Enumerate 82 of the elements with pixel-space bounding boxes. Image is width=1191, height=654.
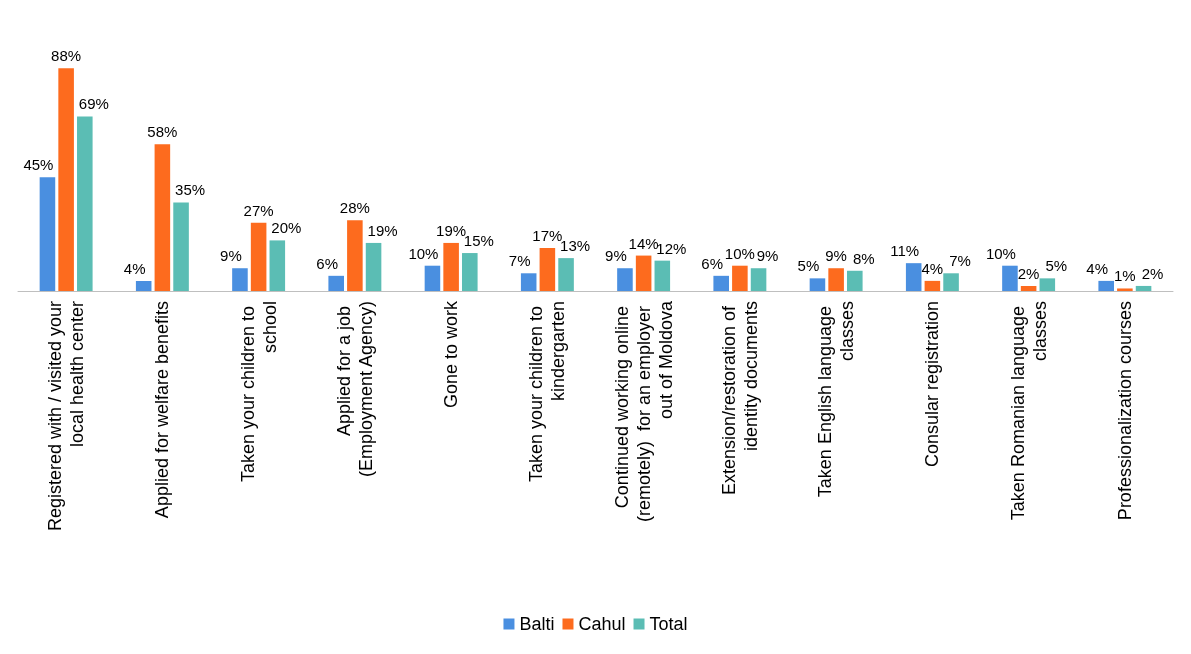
bar [462,253,478,291]
x-tick-label: Taken Romanian language classes [1007,301,1050,521]
legend-label: Total [649,614,688,634]
x-tick-label: Continued working online (remotely) for an employer out of Moldova [611,300,676,523]
x-tick-label: Taken your children to school [237,301,280,483]
bar [732,265,748,291]
data-label: 88% [51,47,82,65]
data-label: 2% [1141,264,1164,282]
legend-label: Balti [519,614,555,634]
data-label: 4% [123,259,146,277]
bar [558,258,574,291]
bar [424,265,441,291]
data-label: 4% [921,259,944,277]
bar [943,273,959,291]
x-tick-label: Applied for welfare benefits [152,301,173,519]
bar [39,177,56,291]
x-tick-label: Consular registration [922,301,943,468]
data-label: 4% [1086,259,1109,277]
data-label: 9% [605,247,627,265]
bar [617,268,633,291]
data-label: 10% [724,244,755,262]
bar [1135,285,1152,291]
data-label: 9% [756,247,779,265]
data-label: 10% [985,244,1016,262]
bar [750,268,767,291]
bar [1002,265,1018,291]
data-label: 27% [243,201,274,219]
bar [269,240,286,291]
data-label: 7% [508,252,531,270]
bar [828,268,844,291]
data-label: 9% [220,247,242,265]
bar [1039,278,1056,291]
x-tick-label: Taken English language classes [815,301,858,498]
x-tick-label: Professionalization courses [1114,301,1135,521]
data-label: 9% [825,247,847,265]
data-label: 19% [367,221,398,239]
bar [539,247,556,291]
x-tick-label: Registered with / visited your local health center [45,301,88,532]
data-label: 8% [852,249,875,267]
bar [347,220,363,291]
bar [654,260,671,291]
bar [365,242,382,291]
bar [905,263,922,291]
data-label: 45% [23,156,54,174]
data-label: 5% [1045,257,1068,275]
bar [809,278,826,291]
data-label: 10% [408,244,439,262]
bar [443,242,459,291]
data-label: 20% [271,219,302,237]
x-tick-label: Gone to work [441,300,462,409]
data-label: 7% [949,252,971,270]
data-label: 14% [628,234,659,252]
bar [250,222,267,291]
data-label: 69% [78,95,109,113]
bar [77,116,93,291]
bar [58,68,74,291]
data-label: 28% [339,199,370,217]
data-label: 11% [890,242,920,260]
data-label: 5% [797,257,820,275]
bar [635,255,652,291]
bar [135,280,152,291]
bar [328,275,344,291]
data-label: 1% [1114,267,1136,285]
bar [173,202,189,291]
bar [520,273,537,291]
data-label: 2% [1017,264,1040,282]
bar [154,144,171,291]
legend-label: Cahul [578,614,626,634]
bar [847,270,863,291]
bar [713,275,729,291]
bar [924,280,941,291]
data-label: 58% [147,123,178,141]
bar [1020,285,1037,291]
x-tick-label: Extension/restoration of identity documents [718,301,761,496]
x-tick-label: Applied for a job (Employment Agency) [333,301,376,478]
bar [232,268,248,291]
bar [1098,280,1114,291]
data-label: 6% [316,254,339,272]
x-tick-label: Taken your children to kindergarten [526,301,569,483]
bar [1117,288,1133,291]
data-label: 35% [175,181,206,199]
data-label: 6% [701,254,724,272]
